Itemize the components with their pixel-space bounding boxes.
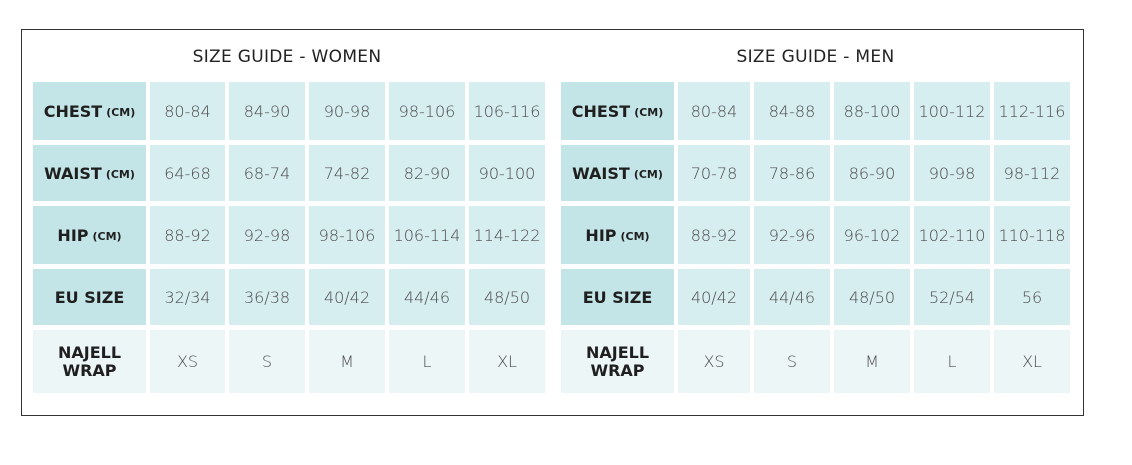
table-cell: 98-106 — [309, 206, 385, 264]
women-row-waist-label: WAIST (CM) — [33, 145, 146, 201]
table-cell: XL — [469, 330, 545, 393]
table-cell: XL — [994, 330, 1070, 393]
women-row-najell-wrap-label: NAJELL WRAP — [33, 330, 146, 393]
table-cell: 102-110 — [914, 206, 990, 264]
table-cell: 84-88 — [754, 82, 830, 140]
table-cell: 96-102 — [834, 206, 910, 264]
table-cell: 92-98 — [229, 206, 305, 264]
table-cell: 88-92 — [678, 206, 750, 264]
women-size-table: CHEST (CM) 80-84 84-90 90-98 98-106 106-1… — [33, 82, 545, 393]
table-cell: 68-74 — [229, 145, 305, 201]
table-cell: L — [389, 330, 465, 393]
table-cell: 92-96 — [754, 206, 830, 264]
men-row-eu-size-label: EU SIZE — [561, 269, 674, 325]
table-cell: 74-82 — [309, 145, 385, 201]
table-cell: 48/50 — [834, 269, 910, 325]
table-cell: 64-68 — [150, 145, 225, 201]
table-cell: 98-112 — [994, 145, 1070, 201]
table-cell: 32/34 — [150, 269, 225, 325]
table-cell: 44/46 — [389, 269, 465, 325]
table-cell: S — [229, 330, 305, 393]
table-cell: 80-84 — [678, 82, 750, 140]
table-cell: 88-100 — [834, 82, 910, 140]
table-cell: 106-114 — [389, 206, 465, 264]
men-row-chest-label: CHEST (CM) — [561, 82, 674, 140]
table-cell: 80-84 — [150, 82, 225, 140]
table-cell: 86-90 — [834, 145, 910, 201]
men-guide-title: SIZE GUIDE - MEN — [736, 47, 895, 67]
table-cell: XS — [150, 330, 225, 393]
table-cell: 56 — [994, 269, 1070, 325]
table-cell: 112-116 — [994, 82, 1070, 140]
men-row-najell-wrap-label: NAJELL WRAP — [561, 330, 674, 393]
table-cell: 90-100 — [469, 145, 545, 201]
table-cell: 40/42 — [309, 269, 385, 325]
table-cell: S — [754, 330, 830, 393]
table-cell: 84-90 — [229, 82, 305, 140]
table-cell: 98-106 — [389, 82, 465, 140]
table-cell: 90-98 — [309, 82, 385, 140]
table-cell: 52/54 — [914, 269, 990, 325]
table-cell: 44/46 — [754, 269, 830, 325]
table-cell: 40/42 — [678, 269, 750, 325]
table-cell: 100-112 — [914, 82, 990, 140]
table-cell: 90-98 — [914, 145, 990, 201]
table-cell: 48/50 — [469, 269, 545, 325]
men-row-hip-label: HIP (CM) — [561, 206, 674, 264]
table-cell: 82-90 — [389, 145, 465, 201]
men-size-table: CHEST (CM) 80-84 84-88 88-100 100-112 112… — [561, 82, 1070, 393]
table-cell: 36/38 — [229, 269, 305, 325]
table-cell: M — [834, 330, 910, 393]
table-cell: L — [914, 330, 990, 393]
women-row-hip-label: HIP (CM) — [33, 206, 146, 264]
women-row-eu-size-label: EU SIZE — [33, 269, 146, 325]
table-cell: 114-122 — [469, 206, 545, 264]
women-row-chest-label: CHEST (CM) — [33, 82, 146, 140]
table-cell: 110-118 — [994, 206, 1070, 264]
table-cell: 88-92 — [150, 206, 225, 264]
women-guide-title: SIZE GUIDE - WOMEN — [192, 47, 382, 67]
table-cell: M — [309, 330, 385, 393]
men-row-waist-label: WAIST (CM) — [561, 145, 674, 201]
table-cell: 78-86 — [754, 145, 830, 201]
table-cell: 106-116 — [469, 82, 545, 140]
table-cell: 70-78 — [678, 145, 750, 201]
table-cell: XS — [678, 330, 750, 393]
size-guide-frame: SIZE GUIDE - WOMEN CHEST (CM) 80-84 84-90… — [21, 29, 1084, 416]
